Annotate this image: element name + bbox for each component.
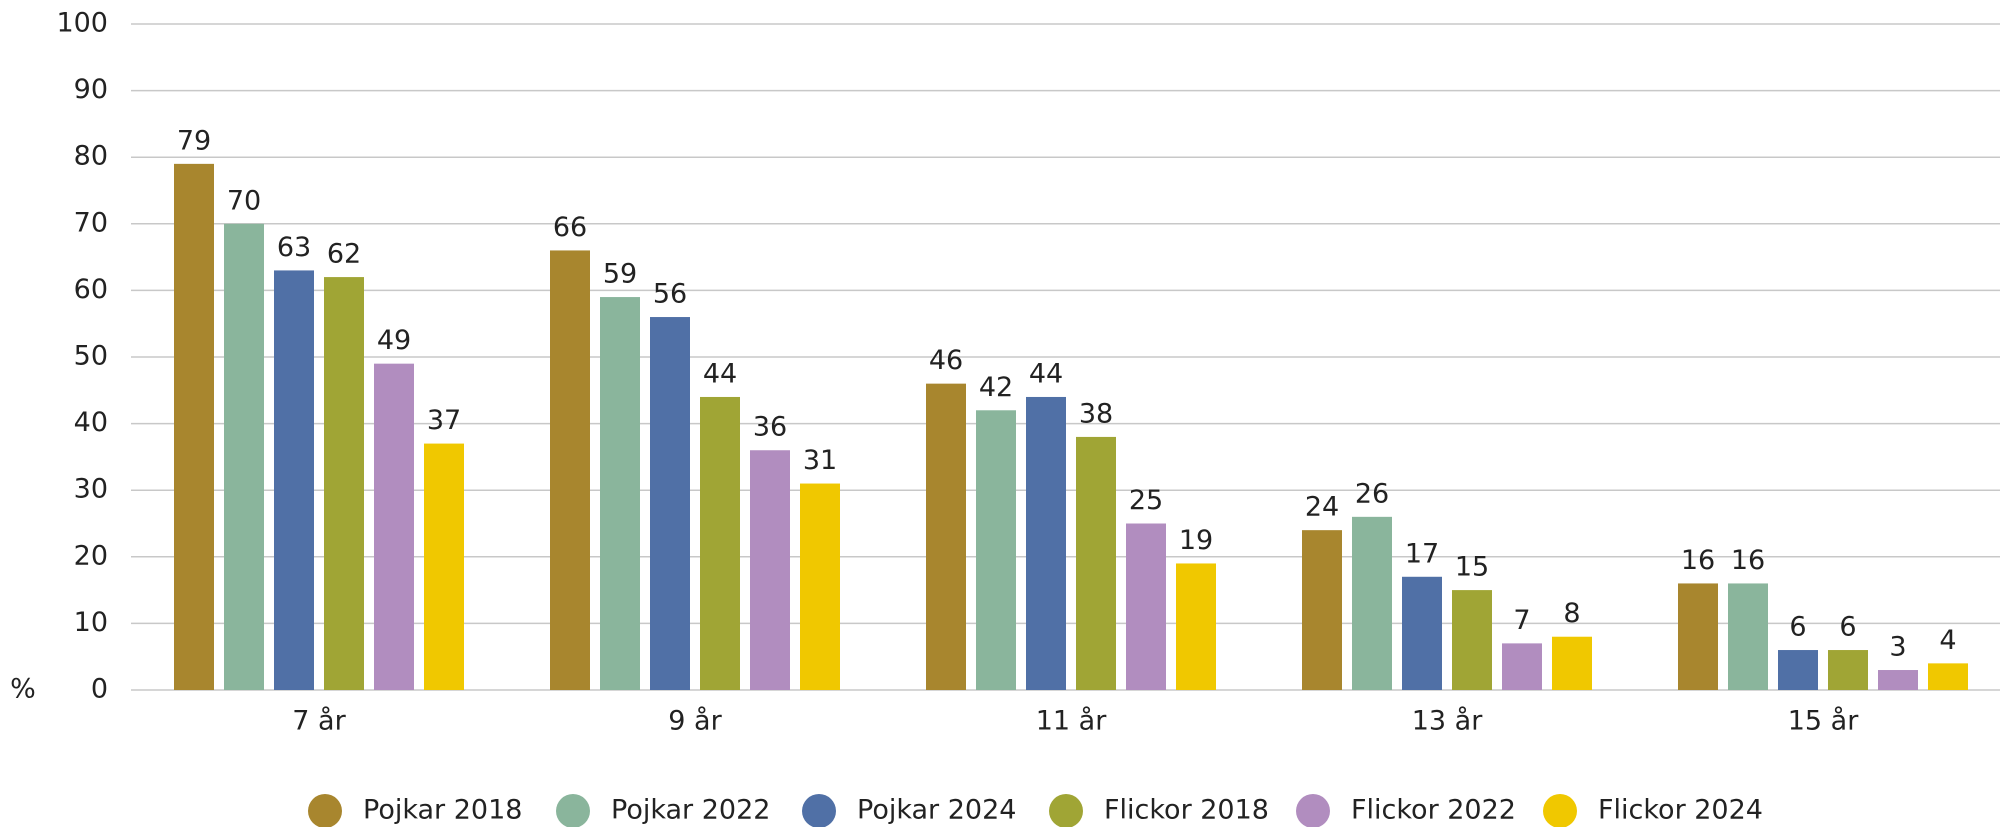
y-tick-label: 40 — [74, 407, 108, 438]
bar — [374, 363, 414, 690]
bar — [174, 163, 214, 691]
legend-label: Pojkar 2022 — [611, 795, 770, 826]
data-label: 15 — [1455, 552, 1489, 583]
bar — [424, 443, 464, 690]
bar — [926, 383, 966, 690]
legend-label: Pojkar 2018 — [363, 795, 522, 826]
x-tick-label: 7 år — [292, 706, 346, 737]
data-label: 6 — [1839, 612, 1856, 643]
x-tick-label: 9 år — [668, 706, 722, 737]
bar — [1828, 650, 1868, 690]
legend-marker — [556, 794, 590, 827]
y-tick-label: 60 — [74, 274, 108, 305]
bar — [1076, 436, 1116, 690]
data-label: 25 — [1129, 485, 1163, 516]
legend-marker — [1049, 794, 1083, 827]
x-tick-label: 15 år — [1788, 706, 1859, 737]
x-tick-label: 13 år — [1412, 706, 1483, 737]
data-label: 56 — [653, 279, 687, 310]
legend-label: Pojkar 2024 — [857, 795, 1016, 826]
bar — [1502, 643, 1542, 690]
data-label: 17 — [1405, 538, 1439, 569]
data-label: 44 — [1029, 358, 1063, 389]
y-tick-label: 90 — [74, 74, 108, 105]
legend-marker — [1296, 794, 1330, 827]
data-label: 16 — [1731, 545, 1765, 576]
bar — [274, 270, 314, 690]
bar — [1176, 563, 1216, 690]
data-label: 42 — [979, 372, 1013, 403]
data-label: 37 — [427, 405, 461, 436]
bar — [1302, 530, 1342, 690]
bar — [600, 297, 640, 690]
y-tick-label: 100 — [56, 8, 108, 39]
y-tick-label: 70 — [74, 207, 108, 238]
bar — [1452, 590, 1492, 690]
data-label: 70 — [227, 185, 261, 216]
data-label: 6 — [1789, 612, 1806, 643]
bar — [976, 410, 1016, 690]
data-label: 79 — [177, 125, 211, 156]
data-label: 63 — [277, 232, 311, 263]
data-label: 4 — [1939, 625, 1956, 656]
data-label: 49 — [377, 325, 411, 356]
legend-marker — [1543, 794, 1577, 827]
bar — [224, 223, 264, 691]
data-label: 46 — [929, 345, 963, 376]
data-label: 44 — [703, 358, 737, 389]
data-label: 24 — [1305, 492, 1339, 523]
bar — [1552, 636, 1592, 690]
legend-label: Flickor 2018 — [1104, 795, 1269, 826]
data-label: 3 — [1889, 632, 1906, 663]
legend-label: Flickor 2024 — [1598, 795, 1763, 826]
data-label: 16 — [1681, 545, 1715, 576]
data-label: 62 — [327, 239, 361, 270]
bar — [1402, 576, 1442, 690]
data-label: 36 — [753, 412, 787, 443]
legend-marker — [308, 794, 342, 827]
bar — [550, 250, 590, 690]
data-label: 38 — [1079, 398, 1113, 429]
data-label: 19 — [1179, 525, 1213, 556]
bar — [750, 450, 790, 690]
bar — [1678, 583, 1718, 690]
x-tick-label: 11 år — [1036, 706, 1107, 737]
data-label: 31 — [803, 445, 837, 476]
y-tick-label: 30 — [74, 474, 108, 505]
y-tick-label: 50 — [74, 341, 108, 372]
y-tick-label: 80 — [74, 141, 108, 172]
bar — [1928, 663, 1968, 690]
data-label: 66 — [553, 212, 587, 243]
data-label: 26 — [1355, 478, 1389, 509]
y-tick-label: 20 — [74, 540, 108, 571]
legend-label: Flickor 2022 — [1351, 795, 1516, 826]
bar — [324, 277, 364, 690]
y-axis-label: % — [10, 674, 36, 705]
bar — [1352, 516, 1392, 690]
bar — [700, 396, 740, 690]
bar — [1026, 396, 1066, 690]
data-label: 59 — [603, 259, 637, 290]
legend-marker — [802, 794, 836, 827]
y-tick-label: 10 — [74, 607, 108, 638]
y-tick-label: 0 — [91, 674, 108, 705]
data-label: 7 — [1513, 605, 1530, 636]
data-label: 8 — [1563, 598, 1580, 629]
bar — [650, 317, 690, 690]
bar — [1728, 583, 1768, 690]
bar — [1878, 670, 1918, 690]
bar — [1126, 523, 1166, 690]
bar — [800, 483, 840, 690]
bar — [1778, 650, 1818, 690]
